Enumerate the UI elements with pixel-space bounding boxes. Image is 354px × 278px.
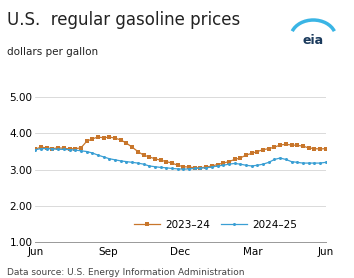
- 2024–25: [141, 162, 145, 166]
- 2023–24: [193, 166, 197, 170]
- Text: Data source: U.S. Energy Information Administration: Data source: U.S. Energy Information Adm…: [7, 268, 245, 277]
- 2023–24: [56, 146, 60, 150]
- 2024–25: [221, 163, 225, 167]
- 2024–25: [62, 148, 66, 151]
- 2024–25: [198, 167, 202, 170]
- Line: 2023–24: 2023–24: [34, 136, 327, 169]
- Legend: 2023–24, 2024–25: 2023–24, 2024–25: [130, 215, 301, 234]
- 2023–24: [221, 162, 225, 165]
- 2024–25: [33, 148, 38, 151]
- 2023–24: [176, 163, 180, 167]
- 2024–25: [39, 147, 43, 150]
- 2024–25: [176, 167, 180, 170]
- 2023–24: [324, 147, 328, 150]
- Text: dollars per gallon: dollars per gallon: [7, 47, 98, 57]
- 2024–25: [233, 162, 237, 165]
- Text: eia: eia: [303, 34, 324, 47]
- 2023–24: [198, 166, 202, 170]
- 2024–25: [181, 168, 185, 171]
- Text: U.S.  regular gasoline prices: U.S. regular gasoline prices: [7, 11, 240, 29]
- Line: 2024–25: 2024–25: [34, 147, 327, 171]
- 2023–24: [141, 153, 145, 157]
- 2023–24: [96, 135, 100, 139]
- 2024–25: [324, 161, 328, 164]
- 2023–24: [233, 158, 237, 161]
- 2023–24: [33, 147, 38, 151]
